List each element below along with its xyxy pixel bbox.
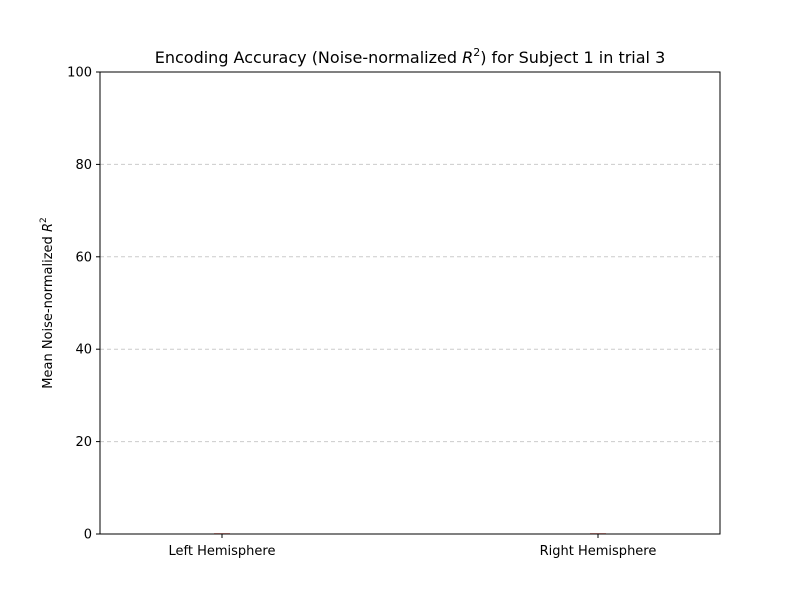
y-axis-label-sup: 2 — [39, 217, 49, 223]
chart-title-var: R — [462, 48, 473, 67]
y-axis-label: Mean Noise-normalized R2 — [39, 217, 56, 388]
chart-title-prefix: Encoding Accuracy (Noise-normalized — [155, 48, 462, 67]
chart-title-suffix: ) for Subject 1 in trial 3 — [480, 48, 665, 67]
y-axis-label-var: R — [41, 223, 56, 232]
y-tick-label: 40 — [75, 343, 92, 358]
chart-title: Encoding Accuracy (Noise-normalized R2) … — [155, 46, 666, 67]
grid-layer — [100, 163, 720, 443]
y-tick-label: 100 — [67, 66, 92, 81]
plot-frame — [99, 71, 721, 535]
y-tick-layer: 0 20 40 60 80 100 — [67, 66, 100, 543]
chart-title-sup: 2 — [473, 46, 480, 59]
y-tick-label: 20 — [75, 435, 92, 450]
y-tick-label: 80 — [75, 158, 92, 173]
y-tick-label: 0 — [84, 528, 92, 543]
y-tick-label: 60 — [75, 250, 92, 265]
x-tick-label: Left Hemisphere — [169, 544, 276, 559]
x-tick-layer: Left Hemisphere Right Hemisphere — [169, 534, 657, 559]
y-axis-label-prefix: Mean Noise-normalized — [41, 232, 56, 389]
x-tick-label: Right Hemisphere — [540, 544, 657, 559]
